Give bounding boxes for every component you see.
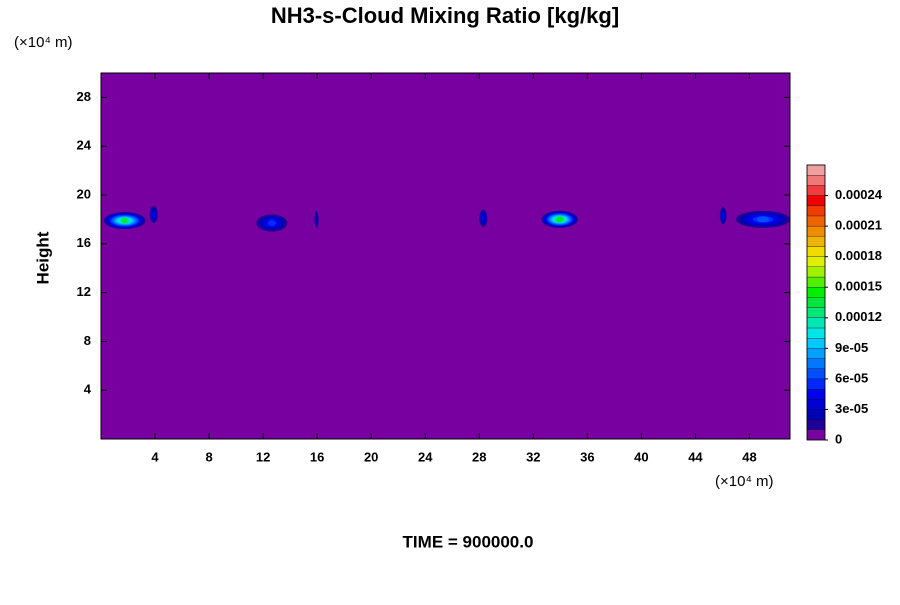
- cloud-contour: [315, 214, 318, 225]
- colorbar-band: [806, 215, 826, 227]
- footer: TIME = 900000.0: [403, 532, 534, 551]
- colorbar-tick-label: 6e-05: [835, 370, 868, 385]
- y-axis-label: Height: [33, 231, 52, 284]
- y-tick-label: 4: [84, 382, 92, 397]
- colorbar-band: [806, 368, 826, 380]
- colorbar-tick-label: 0.00012: [835, 309, 882, 324]
- colorbar-band: [806, 266, 826, 278]
- colorbar-band: [806, 256, 826, 268]
- colorbar-band: [806, 429, 826, 441]
- colorbar-band: [806, 246, 826, 257]
- colorbar-band: [806, 276, 826, 288]
- colorbar-band: [806, 419, 826, 430]
- cloud-contour: [267, 220, 277, 227]
- y-unit: (×10⁴ m): [14, 34, 73, 51]
- colorbar-frame: [806, 164, 826, 441]
- colorbar-tick-label: 0: [835, 431, 842, 446]
- x-tick-label: 48: [742, 449, 756, 464]
- colorbar-band: [806, 399, 826, 410]
- x-tick-label: 40: [634, 449, 648, 464]
- colorbar-band: [806, 337, 826, 349]
- colorbar-band: [806, 348, 826, 359]
- x-unit: (×10⁴ m): [715, 473, 774, 490]
- x-tick-label: 4: [151, 449, 159, 464]
- colorbar-band: [806, 205, 826, 217]
- plot-background: [101, 73, 790, 439]
- colorbar-band: [806, 195, 826, 206]
- colorbar-band: [806, 185, 826, 196]
- cloud-contour: [722, 212, 725, 219]
- colorbar-band: [806, 175, 826, 186]
- plot-frame: [100, 72, 791, 440]
- chart-title: NH3-s-Cloud Mixing Ratio [kg/kg]: [271, 3, 619, 28]
- x-tick-label: 20: [364, 449, 378, 464]
- y-tick-label: 24: [77, 138, 92, 153]
- colorbar-band: [806, 388, 826, 400]
- colorbar-tick-label: 9e-05: [835, 340, 868, 355]
- cloud-contour: [481, 215, 485, 222]
- colorbar-band: [806, 327, 826, 339]
- colorbar-band: [806, 297, 826, 308]
- cloud-contour: [557, 216, 562, 223]
- x-tick-label: 36: [580, 449, 594, 464]
- colorbar-band: [806, 225, 826, 237]
- x-tick-label: 44: [688, 449, 703, 464]
- colorbar-band: [806, 358, 826, 369]
- x-tick-label: 32: [526, 449, 540, 464]
- colorbar-band: [806, 317, 826, 329]
- colorbar-band: [806, 236, 826, 247]
- cloud-contour: [152, 211, 156, 218]
- y-tick-label: 16: [77, 235, 91, 250]
- colorbar-tick-label: 0.00024: [835, 187, 883, 202]
- colorbar-band: [806, 164, 826, 176]
- x-tick-label: 12: [256, 449, 270, 464]
- cloud-contour: [122, 217, 127, 224]
- colorbar-band: [806, 307, 826, 318]
- colorbar-band: [806, 378, 826, 390]
- x-tick-label: 24: [418, 449, 433, 464]
- colorbar-tick-label: 0.00018: [835, 248, 882, 263]
- colorbar-band: [806, 409, 826, 420]
- y-tick-label: 20: [77, 186, 91, 201]
- cloud-contour: [756, 216, 770, 223]
- x-tick-label: 28: [472, 449, 486, 464]
- colorbar-tick-label: 0.00021: [835, 218, 882, 233]
- y-tick-label: 12: [77, 284, 91, 299]
- colorbar-tick-label: 3e-05: [835, 401, 868, 416]
- x-tick-label: 8: [205, 449, 212, 464]
- y-tick-label: 8: [84, 333, 91, 348]
- x-tick-label: 16: [310, 449, 324, 464]
- colorbar-tick-label: 0.00015: [835, 279, 882, 294]
- y-tick-label: 28: [77, 89, 91, 104]
- colorbar-band: [806, 287, 826, 298]
